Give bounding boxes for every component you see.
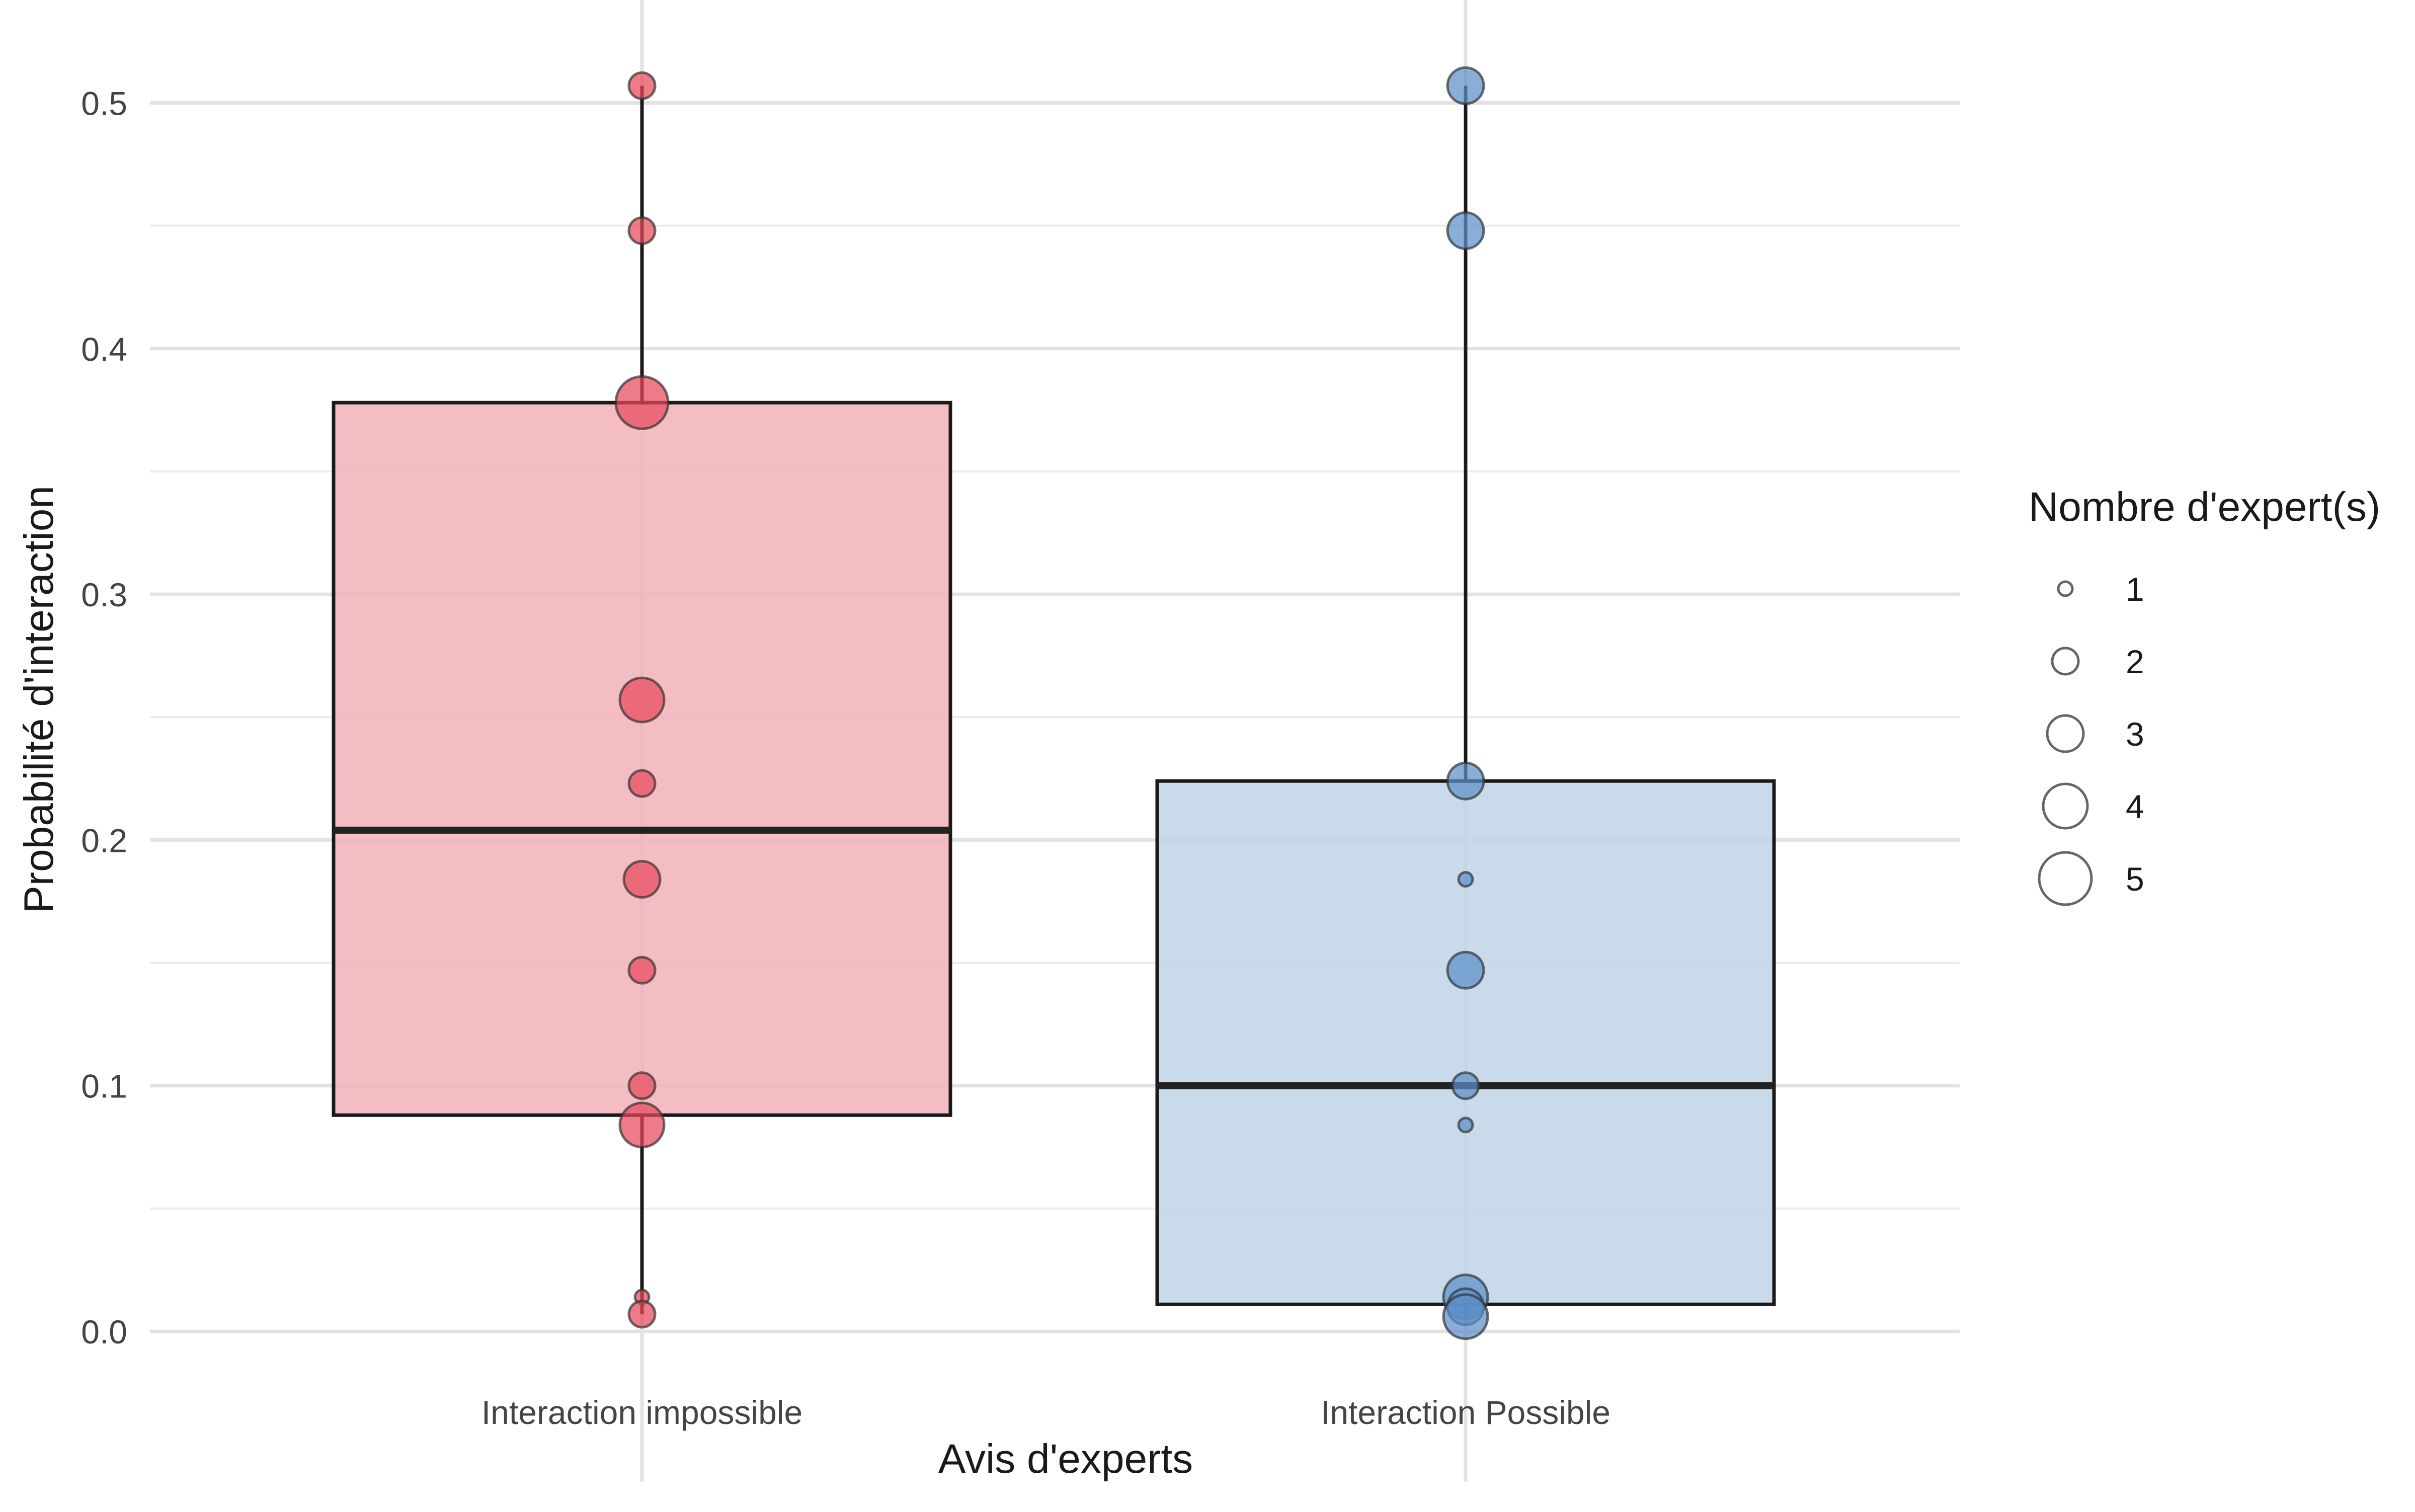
legend-key-1 (2057, 580, 2074, 597)
axes: 0.0 0.1 0.2 0.3 0.4 0.5 Interaction impossible… (81, 85, 1611, 1431)
legend-title: Nombre d'expert(s) (2029, 484, 2380, 530)
legend-key-5 (2038, 851, 2093, 906)
data-point (1457, 1117, 1474, 1134)
boxes (332, 86, 1776, 1317)
data-point (1446, 211, 1485, 250)
points (614, 66, 1489, 1340)
legend-label-2: 2 (2126, 643, 2144, 680)
data-point (618, 1101, 666, 1149)
data-point (1442, 1293, 1489, 1340)
data-point (622, 860, 662, 899)
y-tick-label: 0.3 (81, 576, 127, 613)
legend-label-1: 1 (2126, 571, 2144, 608)
legend-key-4 (2042, 782, 2089, 830)
legend-label-5: 5 (2126, 860, 2144, 898)
data-point (1457, 871, 1474, 888)
data-point (627, 216, 657, 245)
data-point (1451, 1071, 1480, 1100)
data-point (627, 71, 657, 100)
legend: Nombre d'expert(s) 1 2 3 4 5 (2029, 484, 2380, 906)
y-tick-label: 0.1 (81, 1068, 127, 1105)
data-point (627, 956, 657, 985)
x-tick-label: Interaction impossible (481, 1394, 802, 1431)
y-axis-title: Probabilité d'interaction (16, 486, 62, 913)
x-tick-label: Interaction Possible (1321, 1394, 1611, 1431)
y-tick-label: 0.4 (81, 331, 127, 368)
legend-label-4: 4 (2126, 788, 2144, 825)
data-point (1446, 950, 1485, 990)
legend-key-2 (2051, 647, 2080, 676)
legend-label-3: 3 (2126, 715, 2144, 753)
legend-key-3 (2046, 714, 2085, 753)
y-tick-label: 0.2 (81, 822, 127, 859)
y-tick-label: 0.0 (81, 1313, 127, 1350)
x-axis-title: Avis d'experts (938, 1436, 1193, 1482)
box-1 (332, 401, 952, 1117)
data-point (1446, 761, 1485, 801)
data-point (618, 676, 666, 724)
box-2 (1155, 779, 1776, 1306)
data-point (627, 769, 657, 798)
y-tick-label: 0.5 (81, 85, 127, 122)
data-point (627, 1300, 657, 1329)
data-point (627, 1071, 657, 1100)
data-point (1446, 66, 1485, 105)
data-point (614, 375, 670, 430)
